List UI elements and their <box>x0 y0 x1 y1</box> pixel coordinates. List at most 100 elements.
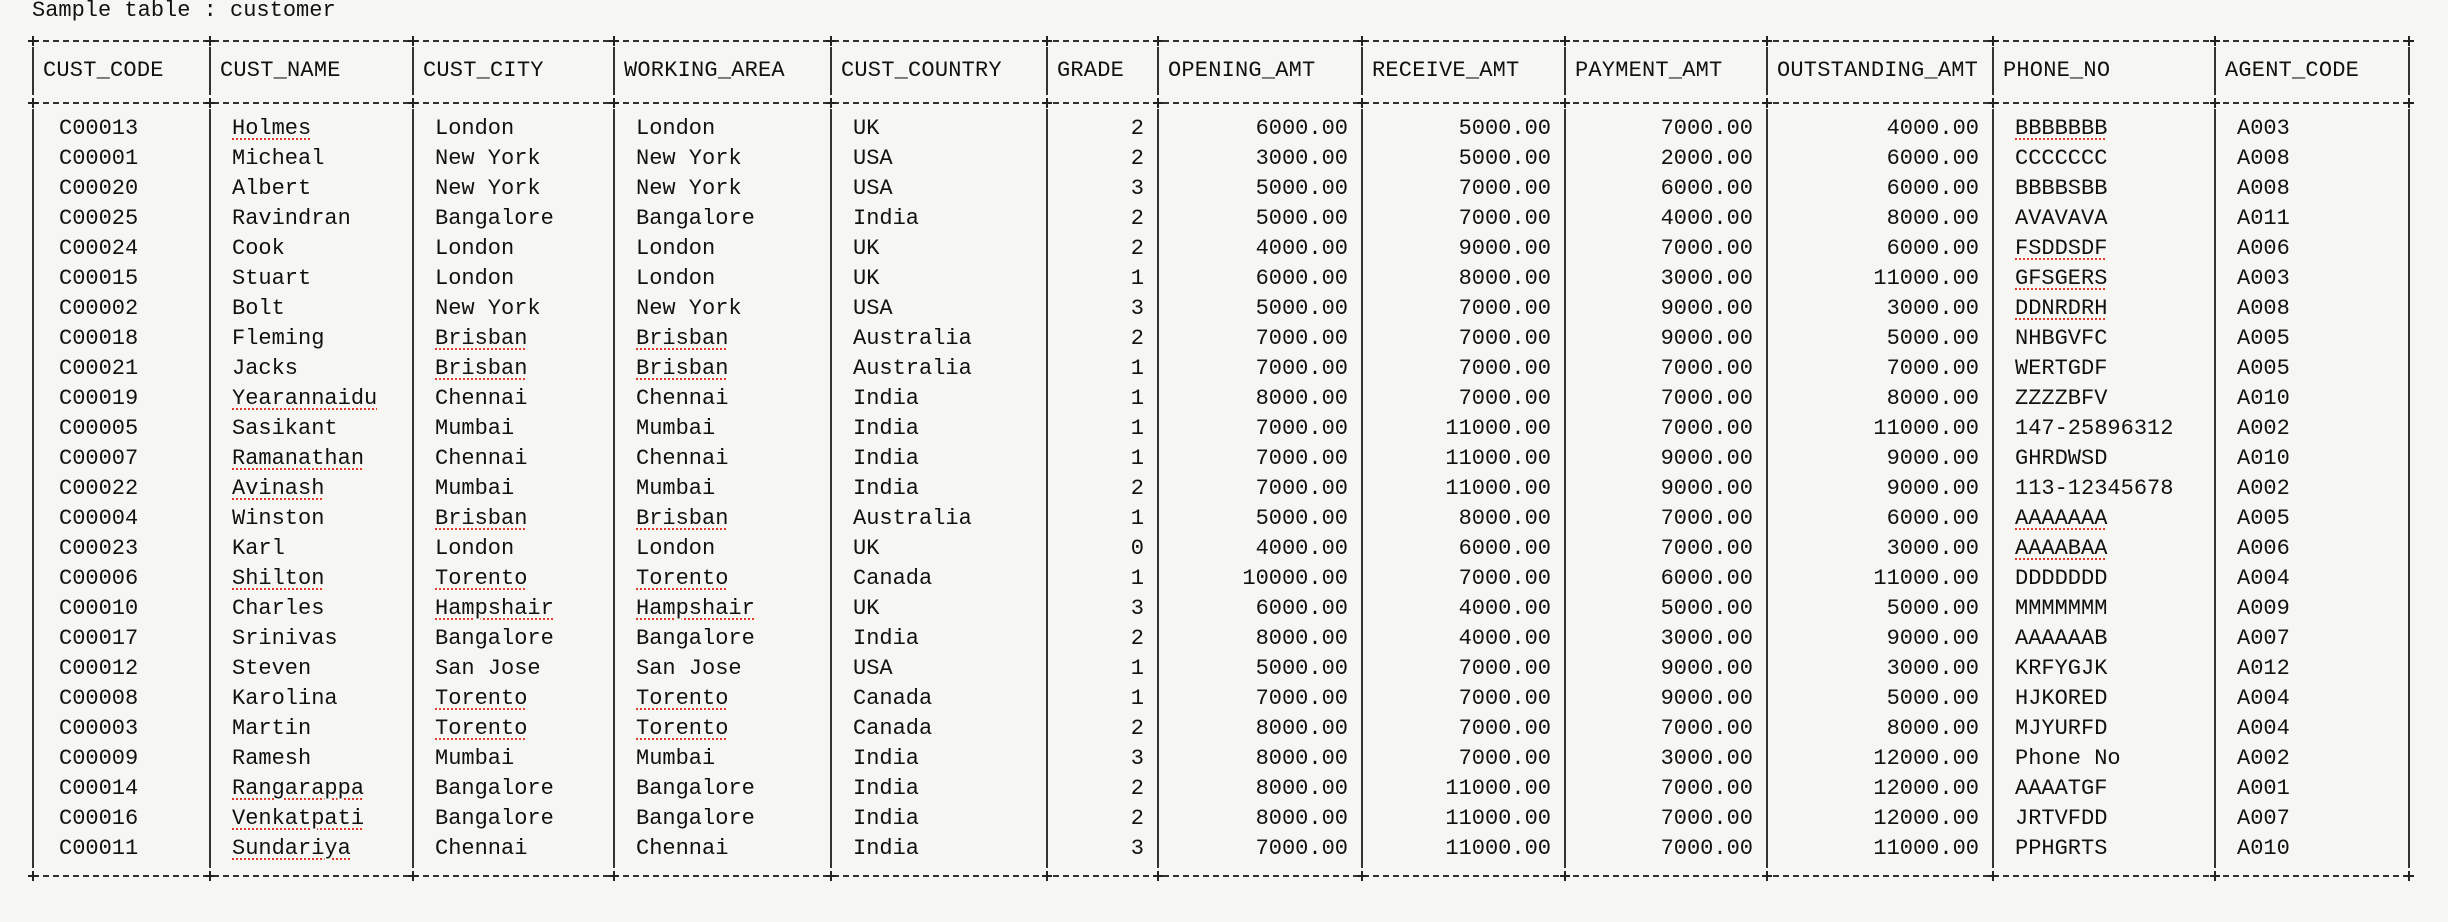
cell-receive-amt: 7000.00 <box>1458 746 1551 771</box>
cell-opening-amt: 5000.00 <box>1255 506 1348 531</box>
column-separator <box>613 47 615 95</box>
cell-agent-code: A010 <box>2237 386 2290 411</box>
cell-phone-no: MMMMMMM <box>2015 596 2108 621</box>
cell-receive-amt: 11000.00 <box>1445 416 1551 441</box>
cell-agent-code: A004 <box>2237 686 2290 711</box>
cell-cust-country: India <box>853 776 920 801</box>
cell-grade: 3 <box>1130 746 1144 771</box>
cell-cust-code: C00025 <box>59 206 139 231</box>
cell-payment-amt: 2000.00 <box>1660 146 1753 171</box>
cell-receive-amt: 5000.00 <box>1458 116 1551 141</box>
cell-agent-code: A008 <box>2237 176 2290 201</box>
cell-receive-amt: 7000.00 <box>1458 386 1551 411</box>
cell-payment-amt: 7000.00 <box>1660 356 1753 381</box>
column-separator <box>1564 47 1566 95</box>
cell-cust-name: Cook <box>232 236 285 261</box>
cell-grade: 2 <box>1130 326 1144 351</box>
column-header-receive-amt: RECEIVE_AMT <box>1372 58 1520 83</box>
cell-cust-city: New York <box>435 146 541 171</box>
cell-phone-no: DDDDDDD <box>2015 566 2108 591</box>
cell-opening-amt: 5000.00 <box>1255 296 1348 321</box>
cell-agent-code: A007 <box>2237 626 2290 651</box>
border-corner <box>2404 98 2414 108</box>
column-separator <box>1564 109 1566 868</box>
border-corner <box>609 36 619 46</box>
cell-cust-code: C00019 <box>59 386 139 411</box>
cell-working-area: Chennai <box>636 836 729 861</box>
cell-receive-amt: 5000.00 <box>1458 146 1551 171</box>
cell-agent-code: A002 <box>2237 746 2290 771</box>
cell-outstanding-amt: 11000.00 <box>1873 836 1979 861</box>
cell-working-area: Mumbai <box>636 746 716 771</box>
cell-receive-amt: 7000.00 <box>1458 326 1551 351</box>
cell-cust-name: Micheal <box>232 146 325 171</box>
cell-outstanding-amt: 9000.00 <box>1886 446 1979 471</box>
cell-receive-amt: 8000.00 <box>1458 266 1551 291</box>
cell-cust-code: C00021 <box>59 356 139 381</box>
cell-agent-code: A008 <box>2237 146 2290 171</box>
cell-grade: 2 <box>1130 476 1144 501</box>
cell-phone-no: KRFYGJK <box>2015 656 2108 681</box>
table-header-row: CUST_CODE CUST_NAME CUST_CITY WORKING_AREA C… <box>33 56 2409 86</box>
border-corner <box>205 36 215 46</box>
cell-payment-amt: 7000.00 <box>1660 536 1753 561</box>
cell-cust-name: Avinash <box>232 476 325 501</box>
cell-working-area: Bangalore <box>636 776 755 801</box>
cell-outstanding-amt: 6000.00 <box>1886 146 1979 171</box>
border-corner <box>609 98 619 108</box>
column-separator <box>209 109 211 868</box>
cell-opening-amt: 8000.00 <box>1255 716 1348 741</box>
cell-outstanding-amt: 5000.00 <box>1886 686 1979 711</box>
cell-phone-no: HJKORED <box>2015 686 2108 711</box>
cell-phone-no: MJYURFD <box>2015 716 2108 741</box>
cell-grade: 1 <box>1130 506 1144 531</box>
cell-cust-code: C00008 <box>59 686 139 711</box>
cell-opening-amt: 7000.00 <box>1255 356 1348 381</box>
cell-cust-city: Hampshair <box>435 596 554 621</box>
table-row: C00005 Sasikant Mumbai Mumbai India 1 7000.00 1… <box>33 414 2409 444</box>
column-separator <box>32 109 34 868</box>
cell-cust-code: C00007 <box>59 446 139 471</box>
cell-payment-amt: 7000.00 <box>1660 416 1753 441</box>
cell-grade: 2 <box>1130 116 1144 141</box>
cell-grade: 2 <box>1130 626 1144 651</box>
cell-working-area: London <box>636 236 716 261</box>
cell-grade: 1 <box>1130 356 1144 381</box>
column-separator <box>1766 47 1768 95</box>
cell-cust-name: Stuart <box>232 266 312 291</box>
cell-outstanding-amt: 3000.00 <box>1886 296 1979 321</box>
cell-opening-amt: 10000.00 <box>1242 566 1348 591</box>
cell-phone-no: JRTVFDD <box>2015 806 2108 831</box>
border-corner <box>2210 98 2220 108</box>
column-separator <box>1766 109 1768 868</box>
cell-outstanding-amt: 12000.00 <box>1873 806 1979 831</box>
cell-grade: 2 <box>1130 236 1144 261</box>
cell-payment-amt: 7000.00 <box>1660 836 1753 861</box>
cell-cust-city: Torento <box>435 686 528 711</box>
cell-cust-code: C00022 <box>59 476 139 501</box>
border-corner <box>408 98 418 108</box>
cell-cust-name: Karl <box>232 536 285 561</box>
cell-cust-code: C00015 <box>59 266 139 291</box>
cell-agent-code: A002 <box>2237 476 2290 501</box>
border-corner <box>1762 98 1772 108</box>
border-corner <box>2210 36 2220 46</box>
cell-opening-amt: 7000.00 <box>1255 686 1348 711</box>
cell-outstanding-amt: 3000.00 <box>1886 536 1979 561</box>
cell-payment-amt: 9000.00 <box>1660 686 1753 711</box>
cell-cust-country: Canada <box>853 566 933 591</box>
cell-payment-amt: 7000.00 <box>1660 506 1753 531</box>
cell-opening-amt: 8000.00 <box>1255 746 1348 771</box>
cell-cust-name: Charles <box>232 596 325 621</box>
cell-cust-country: USA <box>853 176 893 201</box>
cell-payment-amt: 7000.00 <box>1660 806 1753 831</box>
table-row: C00012 Steven San Jose San Jose USA 1 5000.00 7… <box>33 654 2409 684</box>
border-corner <box>1153 871 1163 881</box>
border-corner <box>826 98 836 108</box>
cell-opening-amt: 8000.00 <box>1255 626 1348 651</box>
cell-cust-city: Brisban <box>435 506 528 531</box>
border-corner <box>1357 98 1367 108</box>
column-header-outstanding-amt: OUTSTANDING_AMT <box>1777 58 1979 83</box>
cell-payment-amt: 9000.00 <box>1660 326 1753 351</box>
cell-outstanding-amt: 5000.00 <box>1886 326 1979 351</box>
